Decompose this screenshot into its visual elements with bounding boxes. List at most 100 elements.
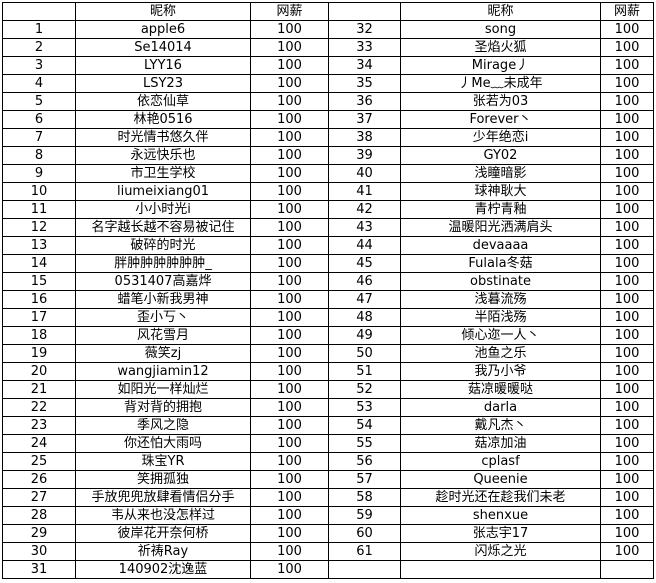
table-cell: 时光情书悠久伴 [75,128,251,147]
table-cell: 浅暮流殇 [400,290,601,309]
table-row: 10 liumeixiang01 100 41 球神耿大 100 [2,182,654,201]
table-cell: 24 [2,434,76,453]
header-cell [2,2,76,21]
table-cell: 100 [250,74,329,93]
table-cell: 41 [328,182,401,201]
table-cell: 100 [600,488,654,507]
table-cell: liumeixiang01 [75,182,251,201]
table-cell: 38 [328,128,401,147]
table-cell: 100 [600,56,654,75]
table-row: 8 永远快乐也 100 39 GY02 100 [2,146,654,165]
table-cell: 100 [250,182,329,201]
table-cell: 笑拥孤独 [75,470,251,489]
table-cell: 名字越长越不容易被记住 [75,218,251,237]
table-cell: 永远快乐也 [75,146,251,165]
table-cell: 我乃小爷 [400,362,601,381]
table-row: 25 珠宝YR 100 56 cplasf 100 [2,452,654,471]
table-cell: Queenie [400,470,601,489]
table-cell: 32 [328,20,401,39]
table-cell: 100 [250,290,329,309]
table-cell: 8 [2,146,76,165]
table-cell: 100 [600,74,654,93]
table-cell: 球神耿大 [400,182,601,201]
table-cell: 47 [328,290,401,309]
table-cell: 10 [2,182,76,201]
table-cell: 100 [600,218,654,237]
table-cell: 100 [600,452,654,471]
table-cell: 你还怕大雨吗 [75,434,251,453]
table-row: 1 apple6 100 32 song 100 [2,20,654,39]
table-row: 6 林艳0516 100 37 Forever丶 100 [2,110,654,129]
table-row: 28 韦从来也没怎样过 100 59 shenxue 100 [2,506,654,525]
table-cell [400,560,601,579]
table-cell: 100 [600,236,654,255]
table-cell: 100 [600,254,654,273]
table-cell: 60 [328,524,401,543]
table-cell: cplasf [400,452,601,471]
table-cell: 池鱼之乐 [400,344,601,363]
table-cell: 100 [600,182,654,201]
table-cell: 100 [600,38,654,57]
table-cell: 61 [328,542,401,561]
table-cell: 18 [2,326,76,345]
table-cell: 100 [250,380,329,399]
table-cell: 圣焰火狐 [400,38,601,57]
table-cell: 100 [600,164,654,183]
table-cell: 100 [250,92,329,111]
table-cell: 蜡笔小新我男神 [75,290,251,309]
table-cell: 100 [250,110,329,129]
table-row: 12 名字越长越不容易被记住 100 43 温暖阳光洒满肩头 100 [2,218,654,237]
table-cell: 100 [600,308,654,327]
table-cell: 11 [2,200,76,219]
table-cell: 6 [2,110,76,129]
header-cell: 网薪 [250,2,329,21]
table-cell: 100 [250,308,329,327]
table-cell: 珠宝YR [75,452,251,471]
table-cell: 25 [2,452,76,471]
table-cell: 手放兜兜放肆看情侣分手 [75,488,251,507]
table-cell: obstinate [400,272,601,291]
table-cell: 戴凡杰丶 [400,416,601,435]
table-cell: apple6 [75,20,251,39]
table-cell: 林艳0516 [75,110,251,129]
table-cell: 菇凉暖暖哒 [400,380,601,399]
table-cell: 100 [250,254,329,273]
table-cell: 2 [2,38,76,57]
table-cell: 季风之隐 [75,416,251,435]
table-row: 27 手放兜兜放肆看情侣分手 100 58 趁时光还在趁我们未老 100 [2,488,654,507]
table-cell: 100 [600,92,654,111]
table-cell: 9 [2,164,76,183]
table-cell: 3 [2,56,76,75]
table-cell: Mirage丿 [400,56,601,75]
table-cell: 57 [328,470,401,489]
table-cell: 27 [2,488,76,507]
table-cell: 100 [250,362,329,381]
table-cell: 100 [600,326,654,345]
table-cell: 12 [2,218,76,237]
table-cell: 100 [250,218,329,237]
table-cell: 薇笑zj [75,344,251,363]
table-cell: 100 [600,128,654,147]
table-cell: 34 [328,56,401,75]
table-cell: 14 [2,254,76,273]
table-cell: 100 [600,200,654,219]
table-cell: 49 [328,326,401,345]
table-cell: 23 [2,416,76,435]
table-cell: 100 [250,434,329,453]
table-cell: 100 [250,452,329,471]
table-cell: 28 [2,506,76,525]
table-cell: 54 [328,416,401,435]
table-cell: 33 [328,38,401,57]
table-row: 29 彼岸花开奈何桥 100 60 张志宇17 100 [2,524,654,543]
table-row: 4 LSY23 100 35 丿Me﹏未成年 100 [2,74,654,93]
table-row: 26 笑拥孤独 100 57 Queenie 100 [2,470,654,489]
table-row: 22 背对背的拥抱 100 53 darla 100 [2,398,654,417]
table-cell: 浅瞳暗影 [400,164,601,183]
table-cell: 100 [600,542,654,561]
table-cell: 45 [328,254,401,273]
table-cell: 丿Me﹏未成年 [400,74,601,93]
table-cell: 100 [250,344,329,363]
table-body: 1 apple6 100 32 song 100 2 Se14014 100 33 圣焰火狐 100 3… [2,20,654,579]
table-cell: 100 [250,164,329,183]
table-cell [328,560,401,579]
